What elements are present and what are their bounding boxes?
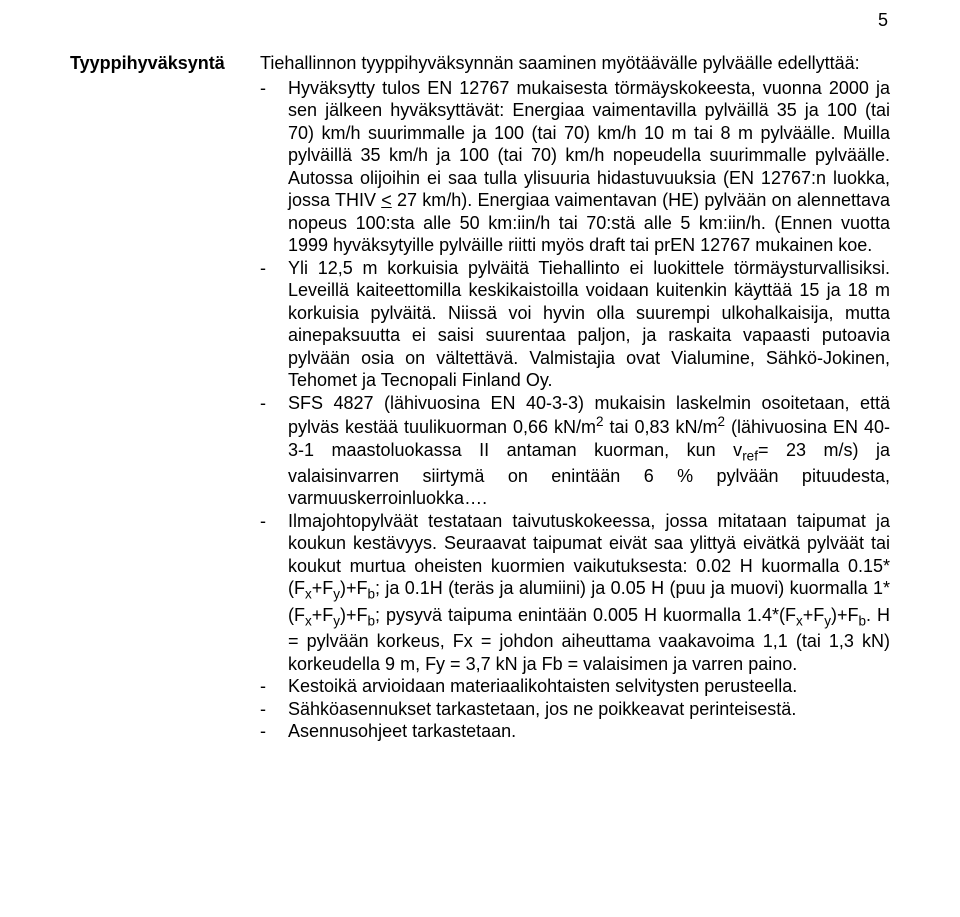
left-column: Tyyppihyväksyntä xyxy=(70,52,260,75)
right-column: Tiehallinnon tyyppihyväksynnän saaminen … xyxy=(260,52,890,743)
list-item: Asennusohjeet tarkastetaan. xyxy=(260,720,890,743)
page-number: 5 xyxy=(878,10,888,31)
list-item: Hyväksytty tulos EN 12767 mukaisesta tör… xyxy=(260,77,890,257)
list-item: Kestoikä arvioidaan materiaalikohtaisten… xyxy=(260,675,890,698)
bullet-list: Hyväksytty tulos EN 12767 mukaisesta tör… xyxy=(260,77,890,743)
list-item: SFS 4827 (lähivuosina EN 40-3-3) mukaisi… xyxy=(260,392,890,510)
list-item: Ilmajohtopylväät testataan taivutuskokee… xyxy=(260,510,890,675)
list-item: Sähköasennukset tarkastetaan, jos ne poi… xyxy=(260,698,890,721)
intro-paragraph: Tiehallinnon tyyppihyväksynnän saaminen … xyxy=(260,52,890,75)
section-heading: Tyyppihyväksyntä xyxy=(70,52,250,75)
content-row: Tyyppihyväksyntä Tiehallinnon tyyppihyvä… xyxy=(70,52,890,743)
document-page: 5 Tyyppihyväksyntä Tiehallinnon tyyppihy… xyxy=(0,0,960,917)
list-item: Yli 12,5 m korkuisia pylväitä Tiehallint… xyxy=(260,257,890,392)
